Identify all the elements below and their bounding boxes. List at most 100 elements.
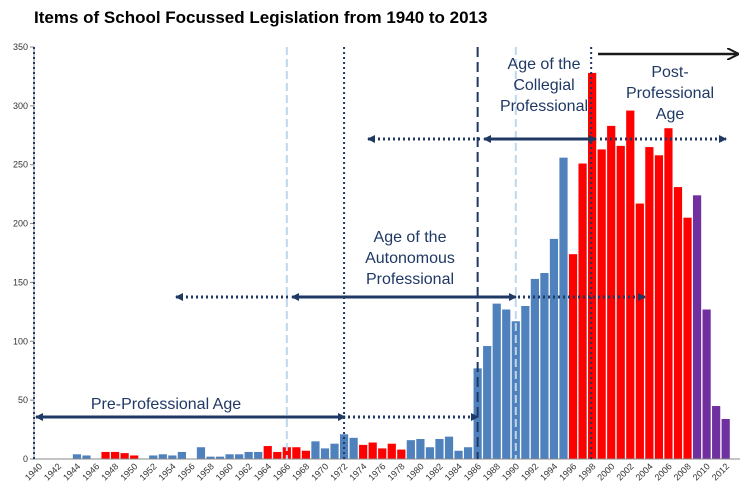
x-tick-label: 1978 xyxy=(385,461,406,482)
bar-1954 xyxy=(168,455,177,459)
period-arrows xyxy=(35,54,738,421)
annotation-line: Collegial xyxy=(513,77,574,94)
annotation-line: Age of the xyxy=(374,229,447,246)
bar-2004 xyxy=(645,147,654,460)
bar-1997 xyxy=(578,163,587,459)
x-tick-label: 1992 xyxy=(519,461,540,482)
bar-1949 xyxy=(120,453,129,459)
bar-2003 xyxy=(635,203,644,459)
bar-2001 xyxy=(616,145,625,459)
x-tick-label: 1942 xyxy=(42,461,63,482)
bar-2009 xyxy=(692,195,702,459)
x-tick-label: 1986 xyxy=(462,461,483,482)
y-tick-label: 100 xyxy=(13,336,28,346)
bar-1961 xyxy=(235,454,244,459)
x-tick-label: 1976 xyxy=(366,461,387,482)
bar-1975 xyxy=(368,442,377,459)
bar-1983 xyxy=(444,436,454,459)
x-tick-label: 1946 xyxy=(80,461,101,482)
bar-2010 xyxy=(702,309,711,459)
bar-1976 xyxy=(378,448,387,459)
x-tick-label: 1964 xyxy=(252,461,273,482)
x-tick-label: 2010 xyxy=(691,461,712,482)
bar-2002 xyxy=(626,110,635,460)
annotation-line: Autonomous xyxy=(365,250,455,267)
bar-2012 xyxy=(721,418,730,459)
bar-1991 xyxy=(521,305,530,459)
period-annotations: Pre-Professional Age Age of the Autonomous… xyxy=(91,56,714,413)
x-tick-label: 2008 xyxy=(672,461,693,482)
chart-title: Items of School Focussed Legislation fro… xyxy=(34,8,488,27)
x-tick-label: 1982 xyxy=(424,461,445,482)
annotation-autonomous: Age of the Autonomous Professional xyxy=(365,229,455,288)
bar-1993 xyxy=(540,273,549,459)
x-tick-label: 1990 xyxy=(500,461,521,482)
x-tick-label: 1988 xyxy=(481,461,502,482)
bar-2008 xyxy=(683,217,692,459)
bar-1998 xyxy=(588,72,597,459)
x-tick-label: 2012 xyxy=(710,461,731,482)
bar-1955 xyxy=(177,451,186,459)
bar-1957 xyxy=(196,447,206,459)
bar-1978 xyxy=(397,449,406,459)
x-tick-label: 1968 xyxy=(290,461,311,482)
bar-1950 xyxy=(130,455,139,459)
bar-1953 xyxy=(158,454,167,459)
bar-1982 xyxy=(435,438,444,459)
bar-1984 xyxy=(454,450,463,459)
bar-1952 xyxy=(149,455,158,459)
x-tick-label: 1958 xyxy=(195,461,216,482)
annotation-line: Professional xyxy=(366,271,454,288)
x-tick-label: 2004 xyxy=(634,461,655,482)
bar-1947 xyxy=(101,451,110,459)
bar-1963 xyxy=(254,451,263,459)
y-tick-label: 150 xyxy=(13,277,28,287)
x-tick-label: 2002 xyxy=(614,461,635,482)
bar-1992 xyxy=(530,278,539,459)
x-tick-label: 2006 xyxy=(653,461,674,482)
bar-1988 xyxy=(492,303,501,459)
bar-1969 xyxy=(311,441,320,459)
x-tick-label: 1970 xyxy=(309,461,330,482)
bar-1999 xyxy=(597,149,606,459)
bar-1948 xyxy=(110,451,120,459)
y-axis: 0 50 100 150 200 250 300 350 xyxy=(13,42,35,464)
x-tick-label: 1940 xyxy=(23,461,44,482)
x-tick-label: 1984 xyxy=(443,461,464,482)
annotation-line: Age of the xyxy=(508,56,581,73)
bar-1962 xyxy=(244,451,253,459)
annotation-line: Professional xyxy=(500,98,588,115)
bar-2007 xyxy=(673,187,683,459)
x-tick-label: 1962 xyxy=(233,461,254,482)
bar-2000 xyxy=(607,125,616,460)
y-tick-label: 0 xyxy=(23,454,28,464)
x-tick-label: 1960 xyxy=(214,461,235,482)
x-tick-label: 1998 xyxy=(576,461,597,482)
bar-1996 xyxy=(568,254,578,459)
y-tick-label: 350 xyxy=(13,42,28,52)
x-tick-label: 1974 xyxy=(347,461,368,482)
bar-1944 xyxy=(72,454,82,459)
bar-1973 xyxy=(349,437,358,459)
bar-1971 xyxy=(330,443,339,459)
x-tick-label: 1994 xyxy=(538,461,559,482)
x-axis: 1940194219441946194819501952195419561958… xyxy=(23,458,740,483)
bar-1994 xyxy=(549,238,559,459)
y-tick-label: 200 xyxy=(13,219,28,229)
x-tick-label: 1952 xyxy=(137,461,158,482)
annotation-line: Pre-Professional Age xyxy=(91,396,241,413)
x-tick-label: 1972 xyxy=(328,461,349,482)
annotation-line: Post- xyxy=(651,64,688,81)
bar-1974 xyxy=(359,444,368,459)
bar-1960 xyxy=(225,454,234,459)
bar-1958 xyxy=(206,456,215,459)
bar-1981 xyxy=(425,447,435,459)
bar-1965 xyxy=(273,451,282,459)
bar-1989 xyxy=(502,309,511,459)
x-tick-label: 1948 xyxy=(99,461,120,482)
bar-1980 xyxy=(416,438,425,459)
bar-1964 xyxy=(263,446,272,459)
bar-1995 xyxy=(559,157,568,459)
bar-1970 xyxy=(320,448,330,459)
